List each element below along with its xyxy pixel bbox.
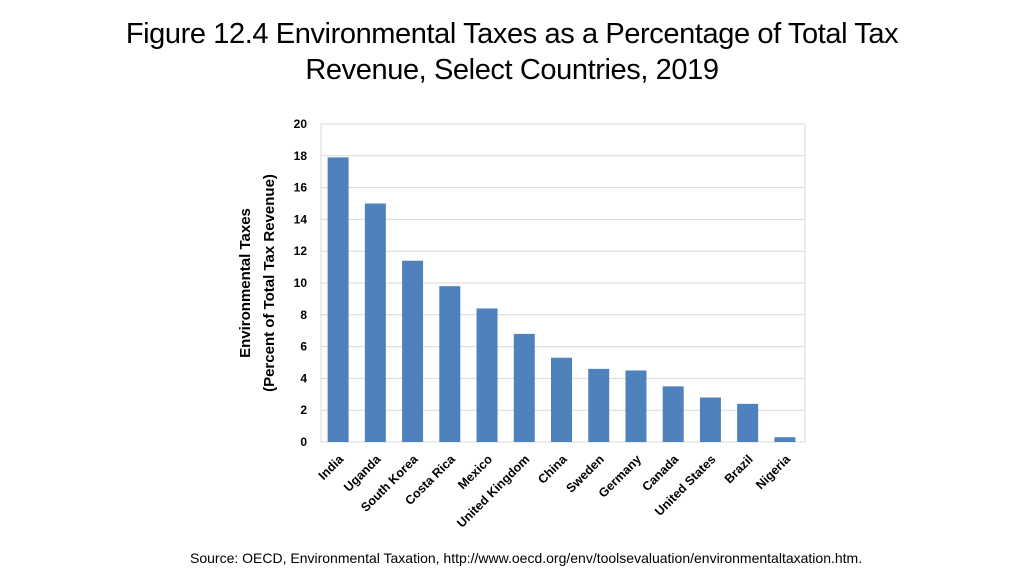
- title-line-1: Figure 12.4 Environmental Taxes as a Per…: [125, 18, 899, 50]
- bar-united-states: [699, 397, 721, 442]
- x-tick-label: Nigeria: [753, 451, 794, 492]
- source-note: Source: OECD, Environmental Taxation, ht…: [190, 550, 863, 566]
- y-tick-label: 10: [294, 276, 308, 290]
- bar-sweden: [588, 368, 610, 442]
- y-tick-label: 20: [294, 117, 308, 131]
- bar-canada: [662, 386, 684, 442]
- y-tick-label: 12: [294, 244, 308, 258]
- y-axis-label-line: Environmental Taxes: [237, 208, 254, 358]
- bar-uganda: [364, 203, 386, 442]
- bar-south-korea: [402, 260, 424, 442]
- bars: [327, 157, 796, 442]
- y-tick-labels: 0 2 4 6 8 10 12 14 16 18 20: [294, 117, 308, 449]
- y-tick-label: 0: [300, 435, 307, 449]
- y-tick-label: 2: [300, 403, 307, 417]
- bar-germany: [625, 370, 647, 442]
- y-axis-label-line: (Percent of Total Tax Revenue): [261, 174, 278, 392]
- y-tick-label: 16: [294, 181, 308, 195]
- bar-india: [327, 157, 349, 442]
- page-title: Figure 12.4 Environmental Taxes as a Per…: [0, 16, 1024, 88]
- y-tick-label: 4: [300, 371, 307, 385]
- y-tick-label: 18: [294, 149, 308, 163]
- y-tick-label: 6: [300, 340, 307, 354]
- x-tick-label: China: [535, 451, 570, 486]
- y-axis-label: Environmental Taxes (Percent of Total Tax…: [237, 174, 278, 392]
- x-tick-label: Brazil: [722, 452, 756, 486]
- bar-nigeria: [774, 437, 796, 442]
- bar-united-kingdom: [513, 333, 535, 442]
- x-tick-label: India: [316, 451, 347, 482]
- bar-costa-rica: [439, 286, 461, 442]
- bar-brazil: [737, 403, 759, 442]
- y-tick-label: 14: [294, 212, 308, 226]
- title-line-2: Revenue, Select Countries, 2019: [305, 54, 719, 86]
- bar-mexico: [476, 308, 498, 442]
- bar-china: [551, 357, 572, 442]
- y-tick-label: 8: [300, 308, 307, 322]
